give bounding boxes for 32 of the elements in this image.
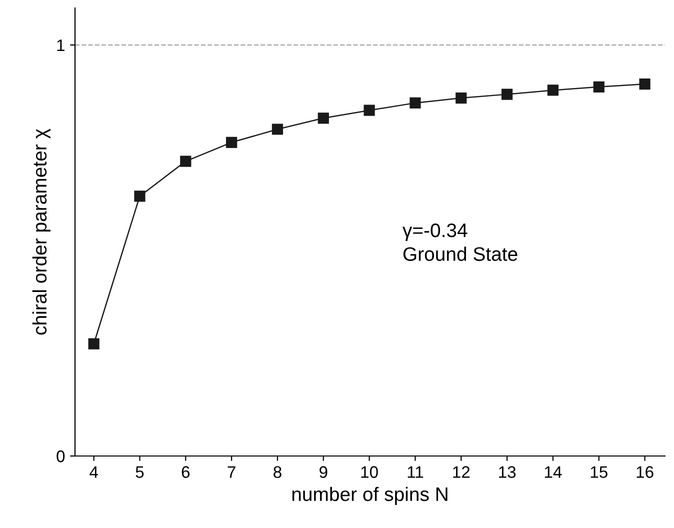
x-tick-label: 16 — [636, 466, 654, 478]
point — [639, 78, 650, 90]
x-tick-label: 9 — [320, 466, 328, 478]
y-tick-label: 1 — [57, 40, 64, 52]
y-tick-label: 0 — [56, 450, 65, 462]
point — [226, 136, 238, 148]
point — [364, 104, 375, 116]
x-tick-label: 12 — [453, 466, 470, 478]
point — [593, 81, 604, 92]
x-tick-label: 14 — [544, 466, 562, 478]
x-tick-label: 5 — [136, 466, 144, 478]
point — [180, 156, 192, 167]
x-tick-label: 4 — [90, 466, 98, 478]
x-tick-label: 13 — [499, 466, 516, 478]
x-axis-title: number of spins N — [292, 486, 448, 505]
point — [502, 88, 513, 100]
annotation: Ground State — [403, 246, 518, 261]
y-axis-title: chiral order parameter χ — [32, 128, 50, 335]
x-tick-label: 15 — [590, 466, 608, 478]
point — [318, 112, 329, 124]
x-tick-label: 11 — [408, 466, 424, 478]
x-tick-label: 10 — [361, 466, 378, 478]
x-tick-label: 6 — [182, 466, 190, 478]
point — [134, 190, 146, 202]
point — [88, 338, 100, 350]
annotation: γ=-0.34 — [402, 223, 468, 242]
point — [410, 97, 421, 108]
point — [272, 124, 284, 135]
point — [456, 92, 467, 104]
point — [547, 84, 559, 96]
x-tick-label: 7 — [228, 466, 236, 478]
x-tick-label: 8 — [274, 466, 282, 478]
